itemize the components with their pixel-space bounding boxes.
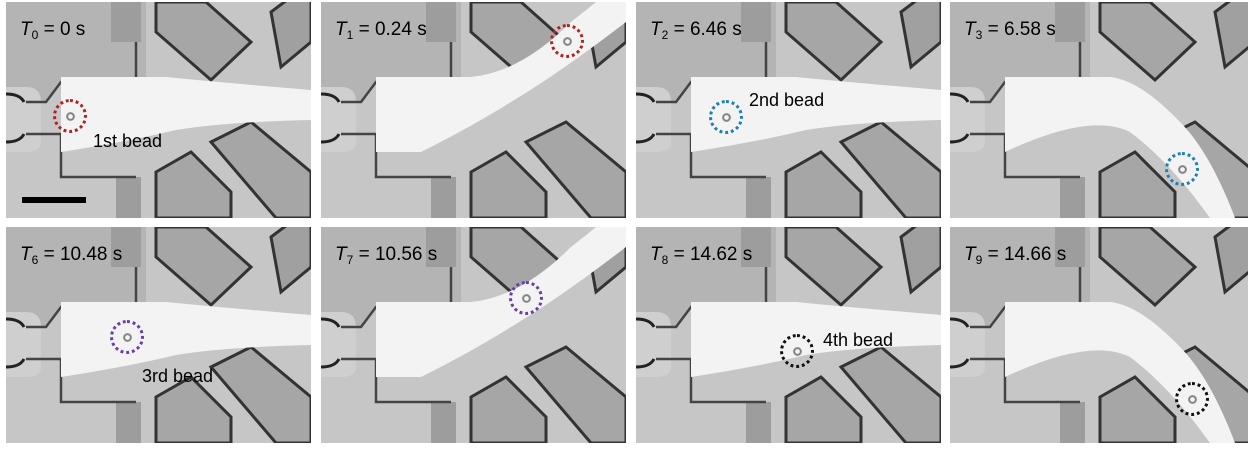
channel-background [636,2,941,218]
time-value: = 14.62 s [668,244,753,265]
time-symbol: T [964,19,976,40]
timestamp-label: T7 = 10.56 s [335,244,437,267]
time-subscript: 3 [975,28,983,42]
bead [792,346,802,356]
panel-t9: T9 = 14.66 s [950,227,1248,443]
channel-background [6,227,311,443]
flow-stream [61,77,311,152]
bead [65,111,75,121]
panel-t2: T2 = 6.46 s 2nd bead [636,2,941,218]
time-subscript: 0 [31,28,39,42]
bead-label: 3rd bead [142,366,214,386]
time-symbol: T [650,19,662,40]
bead-marker [53,99,87,133]
bead-label: 2nd bead [749,90,825,110]
bead [521,293,531,303]
time-value: = 6.58 s [982,19,1056,40]
bead-marker [509,281,543,315]
bead-marker [1165,152,1199,186]
flow-stream [1005,302,1235,443]
bead-marker [1175,382,1209,416]
timestamp-label: T2 = 6.46 s [650,19,742,42]
time-value: = 0.24 s [353,19,427,40]
time-subscript: 1 [346,28,354,42]
bead-label: 1st bead [93,131,163,151]
panel-t0: T0 = 0 s 1st bead [6,2,311,218]
timestamp-label: T6 = 10.48 s [20,244,122,267]
timestamp-label: T8 = 14.62 s [650,244,752,267]
time-symbol: T [335,19,347,40]
flow-stream [1005,77,1235,218]
bead [721,112,731,122]
time-value: = 0 s [38,19,86,40]
bead [1187,394,1197,404]
panel-t7: T7 = 10.56 s [321,227,626,443]
panel-t6: T6 = 10.48 s 3rd bead [6,227,311,443]
time-subscript: 7 [346,253,354,267]
bead-marker [110,320,144,354]
time-symbol: T [20,244,32,265]
time-symbol: T [20,19,32,40]
channel-background [6,2,311,218]
timestamp-label: T0 = 0 s [20,19,85,42]
timestamp-label: T1 = 0.24 s [335,19,427,42]
time-value: = 10.56 s [353,244,438,265]
time-value: = 6.46 s [668,19,742,40]
panel-t8: T8 = 14.62 s 4th bead [636,227,941,443]
flow-stream [691,302,941,377]
time-symbol: T [650,244,662,265]
time-subscript: 8 [661,253,669,267]
flow-stream [691,77,941,152]
time-subscript: 6 [31,253,39,267]
bead-marker [709,100,743,134]
time-symbol: T [335,244,347,265]
bead [122,332,132,342]
scale-bar [22,197,86,203]
time-value: = 10.48 s [38,244,123,265]
bead [562,36,572,46]
panel-t1: T1 = 0.24 s [321,2,626,218]
time-symbol: T [964,244,976,265]
bead [1177,164,1187,174]
channel-background [950,2,1248,218]
time-subscript: 2 [661,28,669,42]
time-subscript: 9 [975,253,983,267]
panel-t3: T3 = 6.58 s [950,2,1248,218]
bead-marker [550,24,584,58]
timestamp-label: T3 = 6.58 s [964,19,1056,42]
bead-marker [780,334,814,368]
bead-label: 4th bead [823,330,894,350]
channel-background [321,227,626,443]
flow-stream [376,227,626,377]
timestamp-label: T9 = 14.66 s [964,244,1066,267]
time-value: = 14.66 s [982,244,1067,265]
